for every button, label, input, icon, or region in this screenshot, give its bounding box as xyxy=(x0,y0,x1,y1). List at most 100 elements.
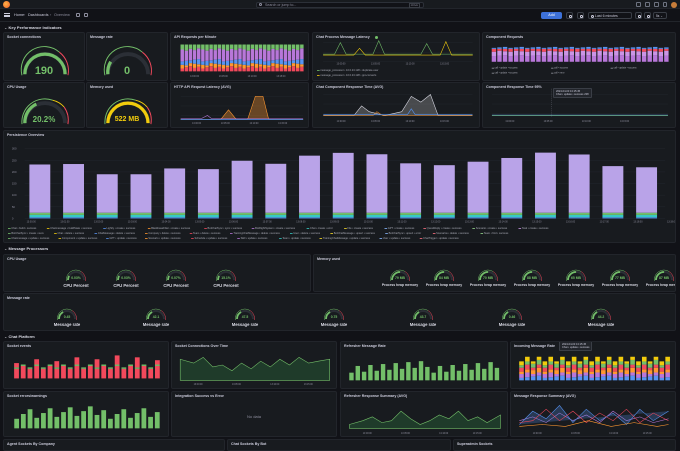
bar-segment[interactable] xyxy=(197,44,201,49)
bar-segment[interactable] xyxy=(205,44,209,51)
bar-segment[interactable] xyxy=(525,48,530,52)
bar-segment[interactable] xyxy=(659,374,665,378)
bar-segment[interactable] xyxy=(612,371,618,375)
bar-segment[interactable] xyxy=(283,64,288,69)
bar-segment[interactable] xyxy=(242,44,246,50)
bar-segment[interactable] xyxy=(231,214,253,218)
bar-segment[interactable] xyxy=(636,212,658,215)
bar-segment[interactable] xyxy=(254,59,259,64)
bar-segment[interactable] xyxy=(536,375,542,381)
bar-segment[interactable] xyxy=(263,61,267,65)
bar-segment[interactable] xyxy=(217,59,222,65)
bar-segment[interactable] xyxy=(571,361,577,365)
bar-segment[interactable] xyxy=(619,48,625,52)
bar-segment[interactable] xyxy=(580,47,586,49)
bar-segment[interactable] xyxy=(258,48,263,60)
bar[interactable] xyxy=(47,365,53,379)
bar-segment[interactable] xyxy=(548,361,554,365)
bar-segment[interactable] xyxy=(624,361,630,364)
bar-segment[interactable] xyxy=(565,377,571,381)
bar-segment[interactable] xyxy=(636,367,641,372)
bar-segment[interactable] xyxy=(530,50,536,56)
bar-segment[interactable] xyxy=(250,44,255,49)
bar-segment[interactable] xyxy=(608,56,613,62)
bar-segment[interactable] xyxy=(547,48,552,51)
bar[interactable] xyxy=(444,371,449,381)
bar-segment[interactable] xyxy=(332,152,354,213)
bar[interactable] xyxy=(54,361,60,368)
bar-segment[interactable] xyxy=(197,66,201,72)
bar[interactable] xyxy=(67,368,73,379)
bar-segment[interactable] xyxy=(624,374,630,377)
bar-segment[interactable] xyxy=(501,217,523,219)
legend-item[interactable]: ▬ BotChatSync • upsert • error xyxy=(385,232,422,235)
bar-segment[interactable] xyxy=(569,48,575,52)
bar-segment[interactable] xyxy=(130,212,152,215)
bar-segment[interactable] xyxy=(647,376,653,381)
bar-segment[interactable] xyxy=(571,356,577,362)
bar-segment[interactable] xyxy=(583,359,589,365)
bar-segment[interactable] xyxy=(614,47,619,49)
bar-segment[interactable] xyxy=(614,55,619,62)
bar-segment[interactable] xyxy=(63,214,84,218)
bar-segment[interactable] xyxy=(197,59,201,65)
bar-segment[interactable] xyxy=(552,46,558,49)
bar-segment[interactable] xyxy=(213,67,217,72)
bar[interactable] xyxy=(148,416,153,429)
bar[interactable] xyxy=(54,368,60,379)
bar-segment[interactable] xyxy=(525,369,530,373)
bar-segment[interactable] xyxy=(586,51,591,56)
bar-segment[interactable] xyxy=(530,55,536,62)
bar-segment[interactable] xyxy=(641,51,647,57)
bar-segment[interactable] xyxy=(366,212,388,215)
bar-segment[interactable] xyxy=(271,44,275,49)
bar[interactable] xyxy=(20,414,26,429)
bar-segment[interactable] xyxy=(525,377,530,381)
bar[interactable] xyxy=(412,367,417,381)
bar-segment[interactable] xyxy=(536,367,542,373)
bar-segment[interactable] xyxy=(502,55,508,62)
bar[interactable] xyxy=(61,364,66,366)
bar-segment[interactable] xyxy=(519,365,524,368)
bar-segment[interactable] xyxy=(491,56,497,62)
bar-segment[interactable] xyxy=(647,363,653,368)
bar-segment[interactable] xyxy=(242,49,246,62)
bar-segment[interactable] xyxy=(614,50,619,56)
bar-segment[interactable] xyxy=(565,361,571,366)
bar-segment[interactable] xyxy=(580,48,586,51)
bar-segment[interactable] xyxy=(184,65,189,68)
bar-segment[interactable] xyxy=(641,56,647,62)
bar-segment[interactable] xyxy=(230,44,234,49)
bar[interactable] xyxy=(47,364,53,366)
bar-segment[interactable] xyxy=(583,372,589,376)
bar-segment[interactable] xyxy=(184,50,189,61)
bar-segment[interactable] xyxy=(291,44,296,49)
bar-segment[interactable] xyxy=(659,367,665,372)
bar-segment[interactable] xyxy=(653,364,659,368)
share-icon[interactable] xyxy=(84,13,88,17)
legend-item[interactable]: ▬ TrainingChatMessage • delete • success xyxy=(230,232,280,235)
bar-segment[interactable] xyxy=(519,367,524,372)
bar[interactable] xyxy=(374,370,379,381)
bar-segment[interactable] xyxy=(589,367,594,372)
bar-segment[interactable] xyxy=(238,59,242,65)
bar-segment[interactable] xyxy=(164,212,186,215)
bar-segment[interactable] xyxy=(497,47,502,49)
legend-item[interactable]: ▬ QuestReply • create • success xyxy=(423,227,462,230)
bar-segment[interactable] xyxy=(601,376,606,381)
bar-segment[interactable] xyxy=(234,63,238,68)
bar-segment[interactable] xyxy=(530,47,536,49)
bar[interactable] xyxy=(81,411,86,429)
bar-segment[interactable] xyxy=(653,48,658,52)
bar-segment[interactable] xyxy=(242,61,246,65)
bar[interactable] xyxy=(14,363,19,368)
bar-segment[interactable] xyxy=(231,217,253,219)
bar[interactable] xyxy=(155,360,160,365)
bar-segment[interactable] xyxy=(606,364,612,368)
bar-segment[interactable] xyxy=(583,364,589,368)
bar-segment[interactable] xyxy=(548,372,554,378)
bar-segment[interactable] xyxy=(188,60,193,64)
bar[interactable] xyxy=(34,417,40,429)
bar-segment[interactable] xyxy=(595,372,600,378)
bar-segment[interactable] xyxy=(575,47,580,49)
